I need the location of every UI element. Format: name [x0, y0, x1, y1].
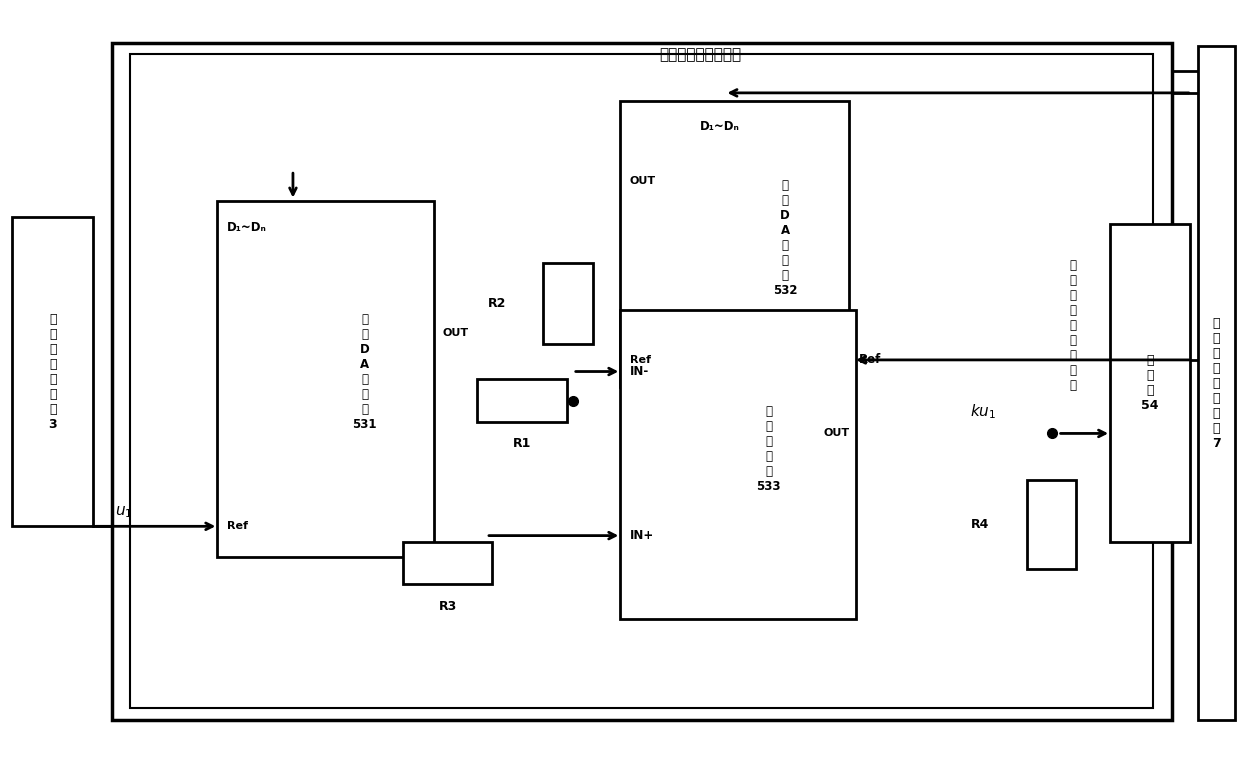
Bar: [543, 263, 593, 344]
Bar: [112, 43, 1172, 720]
Text: R3: R3: [439, 600, 456, 612]
Bar: [1027, 480, 1076, 569]
Bar: [130, 54, 1153, 708]
Bar: [12, 217, 93, 526]
Text: R1: R1: [513, 437, 531, 450]
Text: D₁~Dₙ: D₁~Dₙ: [701, 120, 740, 133]
Text: OUT: OUT: [630, 176, 656, 186]
Bar: [1198, 46, 1235, 720]
Bar: [477, 379, 567, 422]
Text: 数
字
信
号
处
理
单
元
7: 数 字 信 号 处 理 单 元 7: [1211, 317, 1221, 450]
Text: 第
二
反
馈
控
制
数
字
量: 第 二 反 馈 控 制 数 字 量: [1069, 259, 1076, 392]
Text: $u_1$: $u_1$: [115, 505, 133, 520]
Text: D₁~Dₙ: D₁~Dₙ: [227, 221, 267, 234]
Text: 第
一
D
A
转
换
器
531: 第 一 D A 转 换 器 531: [352, 313, 377, 431]
Text: IN-: IN-: [630, 365, 650, 378]
Bar: [620, 101, 849, 387]
Text: Ref: Ref: [227, 522, 248, 531]
Text: 第
二
D
A
转
换
器
532: 第 二 D A 转 换 器 532: [773, 179, 797, 297]
Bar: [1110, 224, 1190, 542]
Text: OUT: OUT: [823, 429, 849, 438]
Bar: [620, 310, 856, 619]
Bar: [403, 542, 492, 584]
Text: IN+: IN+: [630, 529, 655, 542]
Text: Ref: Ref: [630, 355, 651, 365]
Text: 第
一
光
电
探
测
器
3: 第 一 光 电 探 测 器 3: [48, 313, 57, 430]
Text: $ku_1$: $ku_1$: [970, 402, 997, 421]
Text: OUT: OUT: [443, 328, 469, 338]
Bar: [217, 201, 434, 557]
Text: R4: R4: [971, 518, 990, 531]
Text: R2: R2: [487, 297, 506, 310]
Text: 第一反馈控制数字量: 第一反馈控制数字量: [660, 46, 742, 62]
Text: 加
法
器
54: 加 法 器 54: [1141, 354, 1159, 412]
Text: Ref: Ref: [859, 354, 882, 366]
Text: 运
算
放
大
器
533: 运 算 放 大 器 533: [756, 405, 781, 493]
